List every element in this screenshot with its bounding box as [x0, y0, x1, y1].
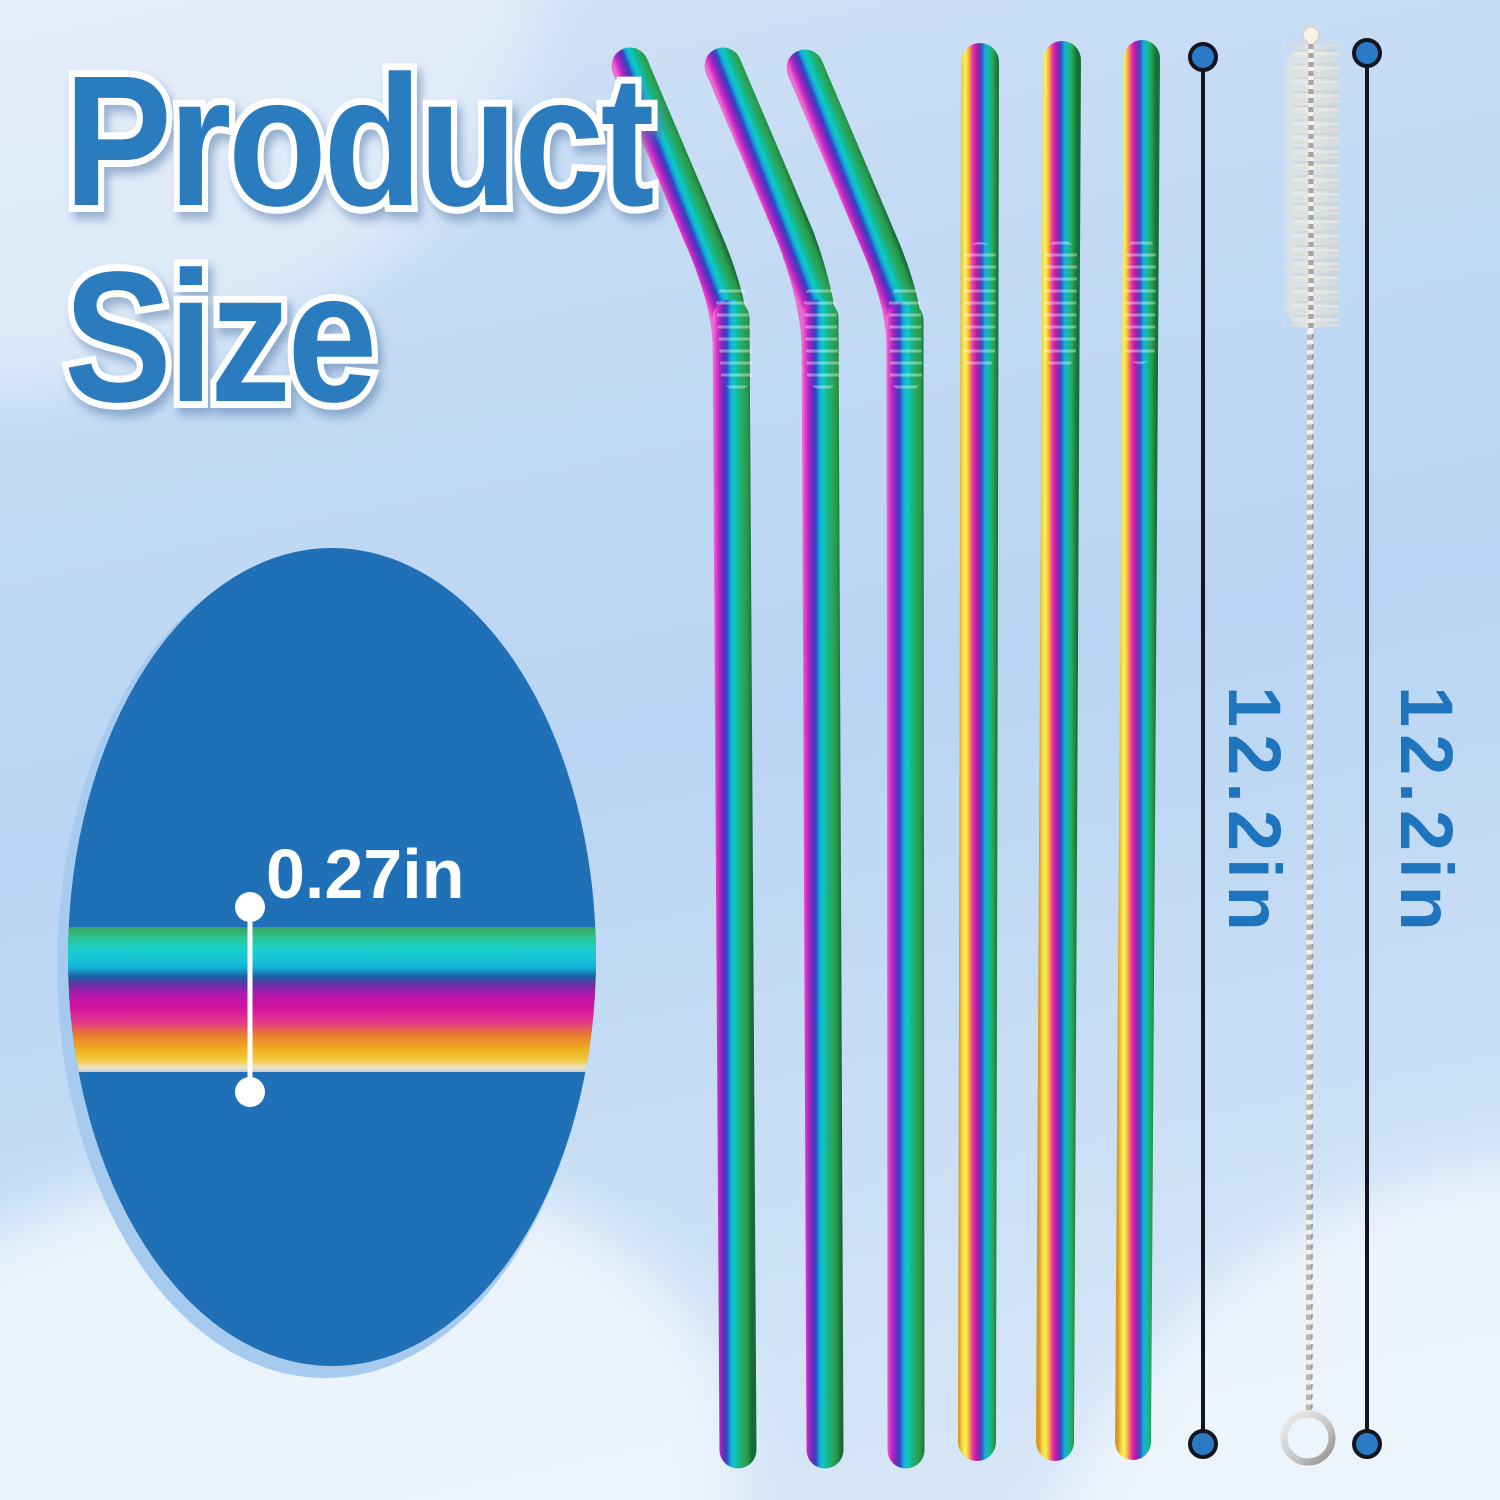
title-line-1-text: Product — [64, 38, 654, 245]
measure-dot — [1188, 1429, 1218, 1459]
magnified-straw-band — [68, 927, 596, 1072]
length-measure-right — [1352, 38, 1382, 1459]
length-label-right: 12.2in — [1385, 686, 1468, 938]
title-line-2-outline: Size — [58, 233, 384, 443]
bent-straw-2 — [801, 299, 844, 1469]
brush-handle-loop — [1280, 1410, 1336, 1466]
cleaning-brush — [1280, 26, 1339, 1466]
measure-dot — [1352, 1429, 1382, 1459]
title-line-1-outline: Product — [58, 37, 661, 247]
straight-straw-2-ridges — [1044, 240, 1077, 368]
bent-straws — [611, 47, 925, 1469]
diameter-label: 0.27in — [266, 835, 465, 913]
length-label-left: 12.2in — [1213, 686, 1296, 938]
straight-straw-3-ridges — [1125, 238, 1156, 364]
title-line-2-text: Size — [64, 234, 377, 441]
bent-straw-3-ridges — [889, 286, 922, 392]
bent-straw-2-ridges — [804, 284, 839, 390]
bent-straw-1 — [712, 299, 757, 1469]
diameter-magnifier — [57, 548, 596, 1378]
measure-dot — [1188, 42, 1218, 72]
length-measure-left — [1188, 42, 1218, 1459]
measure-dot — [1352, 38, 1382, 68]
brush-wire-twist — [1306, 329, 1313, 1414]
straight-straws — [958, 40, 1160, 1461]
bent-straw-3 — [886, 301, 925, 1469]
bent-straw-1-ridges — [716, 284, 753, 390]
straight-straw-1-ridges — [963, 242, 996, 370]
diameter-dot-bottom — [235, 1077, 265, 1107]
diameter-dot-top — [235, 892, 265, 922]
